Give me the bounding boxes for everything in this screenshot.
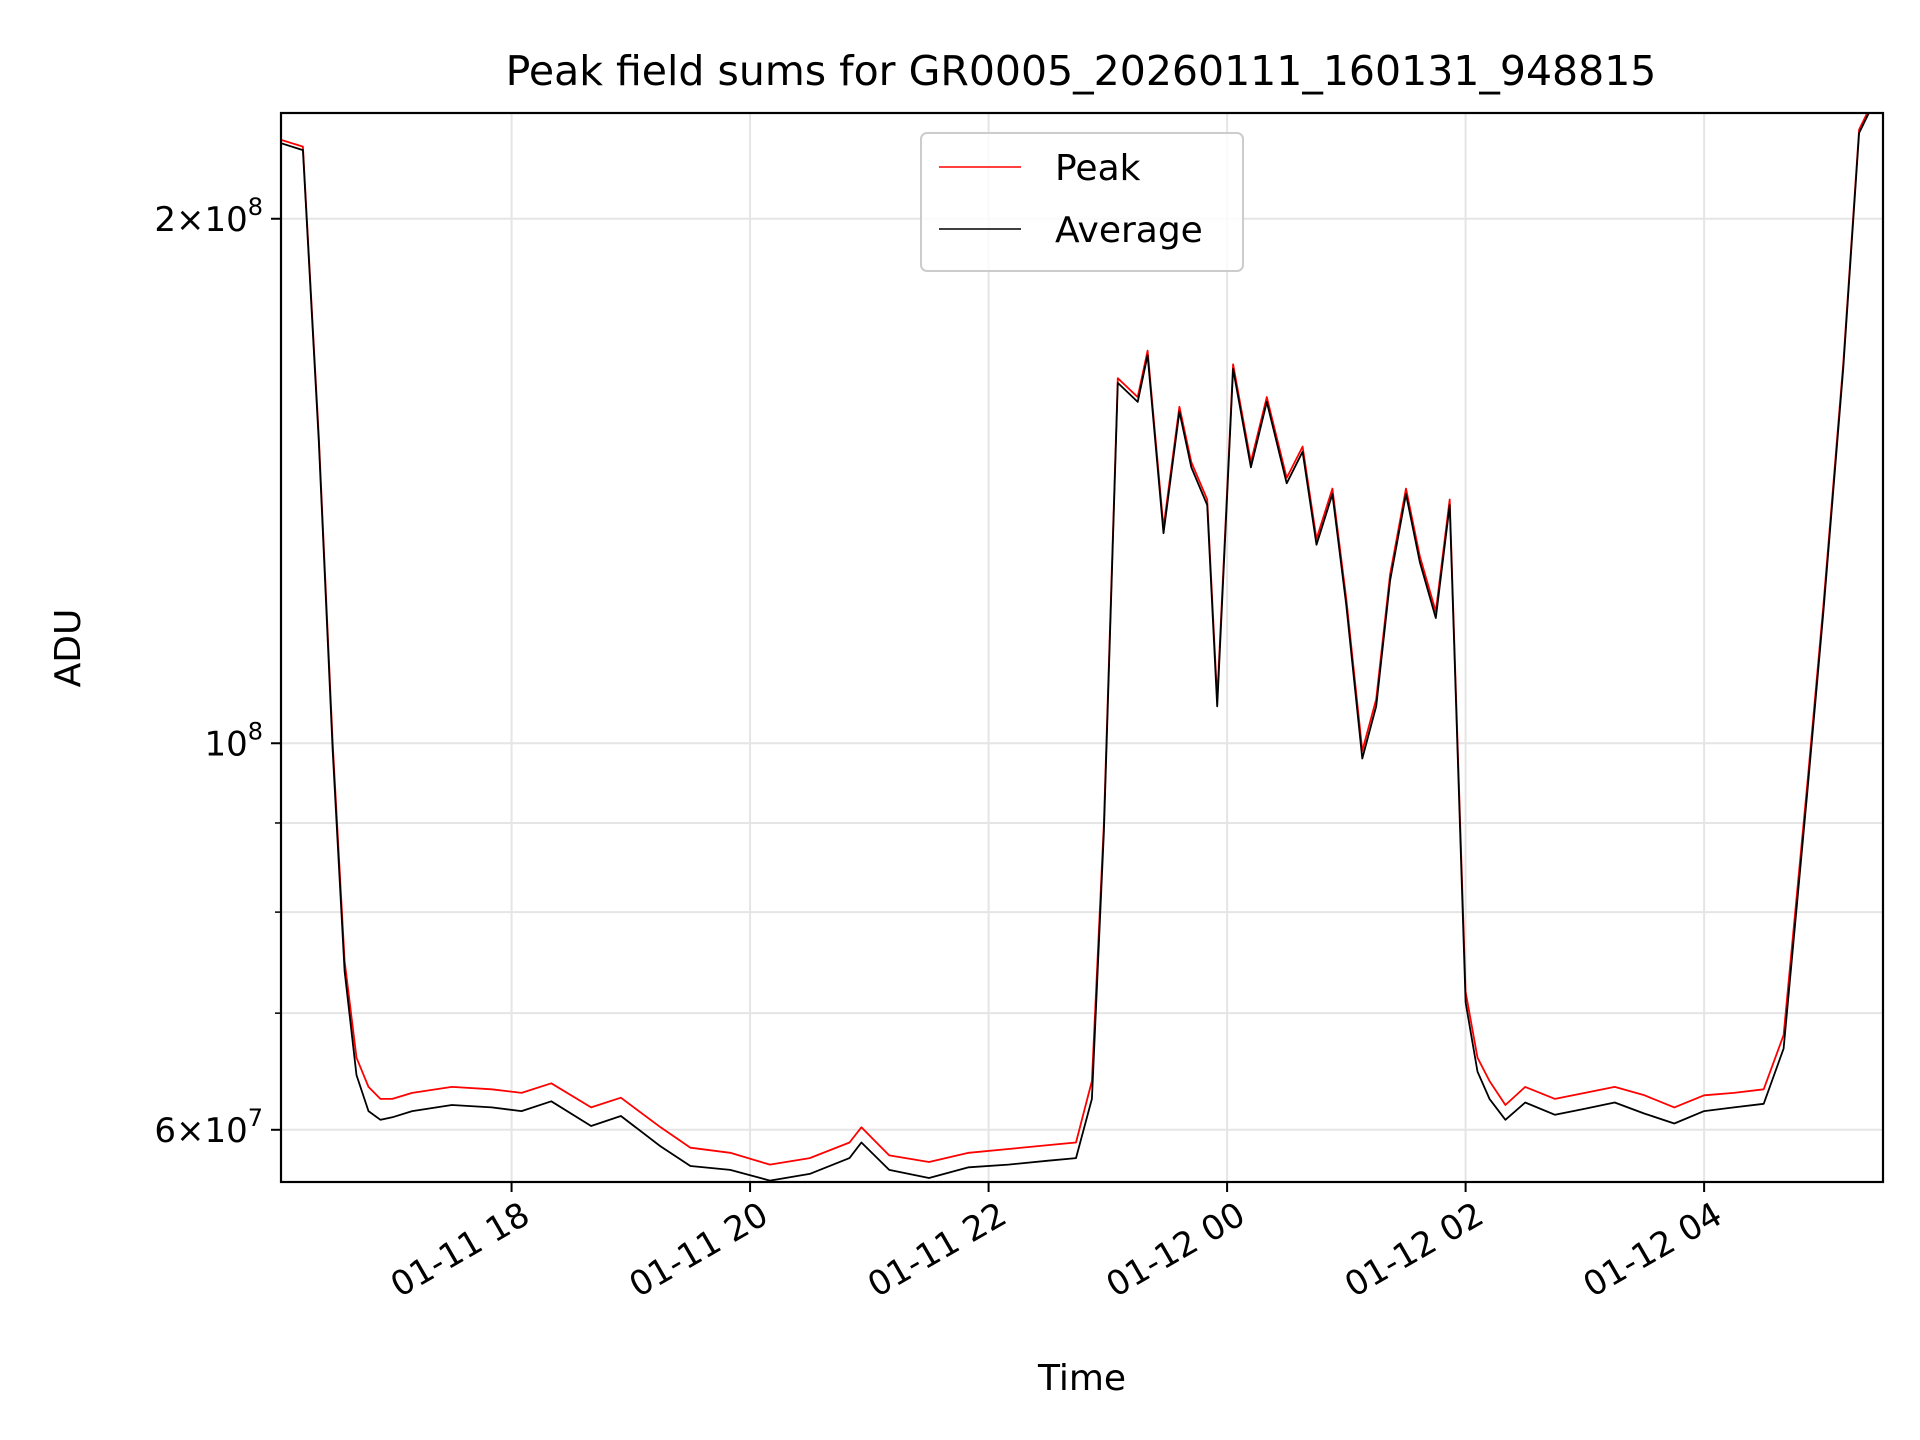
legend: Peak Average bbox=[920, 132, 1244, 272]
y-axis-label: ADU bbox=[48, 609, 89, 688]
plot-frame bbox=[279, 111, 1885, 1184]
y-tick-label: 108 bbox=[204, 717, 263, 764]
series-layer bbox=[281, 113, 1870, 1182]
y-tick-labels: 6×107 108 2×108 bbox=[154, 193, 263, 1151]
y-tick-label: 6×107 bbox=[154, 1104, 263, 1151]
axis-ticks bbox=[271, 217, 1706, 1192]
grid bbox=[281, 113, 1883, 1182]
y-tick-label: 2×108 bbox=[154, 193, 263, 240]
series-line-peak bbox=[281, 113, 1869, 1166]
x-axis-label: Time bbox=[1037, 1358, 1126, 1399]
series-line-average bbox=[281, 113, 1870, 1182]
legend-label-average: Average bbox=[1055, 210, 1203, 251]
legend-label-peak: Peak bbox=[1055, 148, 1141, 189]
chart-title: Peak field sums for GR0005_20260111_1601… bbox=[506, 47, 1657, 95]
